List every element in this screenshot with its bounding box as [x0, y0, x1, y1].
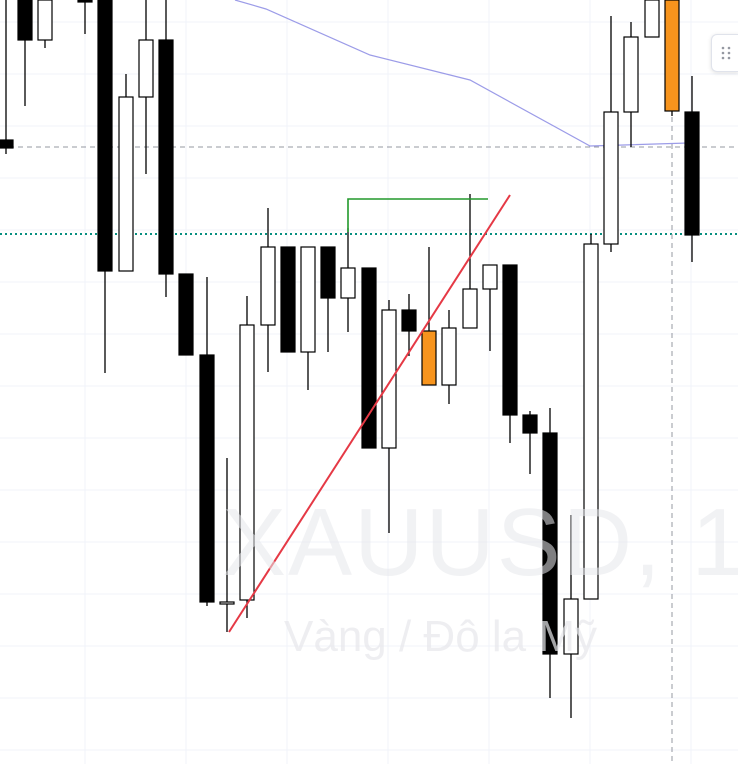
candle	[644, 0, 660, 38]
candle-body	[623, 36, 639, 113]
candle	[603, 16, 619, 252]
candle	[17, 0, 33, 106]
candle	[118, 74, 134, 272]
candle-body	[17, 0, 33, 41]
candle-body	[239, 324, 255, 601]
watermark-description: Vàng / Đô la Mỹ	[284, 612, 598, 661]
candle	[462, 194, 478, 329]
candle-body	[381, 309, 397, 449]
candle-body	[178, 273, 194, 356]
candle-body	[583, 243, 599, 600]
candle-body	[219, 601, 235, 605]
drag-handle[interactable]	[711, 34, 738, 72]
candle	[158, 0, 174, 297]
candle	[320, 246, 336, 352]
candle	[199, 277, 215, 606]
candle	[0, 0, 14, 154]
candle	[381, 300, 397, 533]
candle-body	[158, 39, 174, 275]
candle	[623, 22, 639, 147]
watermark-symbol: XAUUSD, 1	[222, 489, 738, 596]
candle-body	[462, 288, 478, 329]
candle-body	[260, 246, 276, 326]
drawings[interactable]	[228, 194, 511, 633]
candle-body	[0, 139, 14, 149]
candle	[542, 408, 558, 698]
candle-body	[542, 432, 558, 655]
candle	[361, 267, 377, 449]
candle-body	[603, 111, 619, 245]
trendline	[228, 194, 511, 633]
candle-body	[37, 0, 53, 41]
candle	[138, 0, 154, 174]
candle-body	[77, 0, 93, 3]
candle	[563, 515, 579, 718]
drag-handle-icon	[721, 46, 730, 60]
horizontal-level-segment	[347, 198, 488, 232]
candle-body	[684, 111, 700, 236]
candle-body	[441, 327, 457, 386]
candle	[421, 247, 437, 386]
candle	[77, 0, 93, 34]
candle-body	[280, 246, 296, 353]
candle	[664, 0, 680, 116]
candle	[684, 76, 700, 262]
candle	[178, 273, 194, 356]
candle-body	[421, 330, 437, 386]
candle-body	[502, 264, 518, 416]
candle-body	[320, 246, 336, 299]
candle	[441, 310, 457, 404]
candle-body	[199, 354, 215, 603]
candle-body	[97, 0, 113, 272]
candle-body	[563, 598, 579, 655]
candle	[401, 294, 417, 356]
candle-body	[300, 246, 316, 353]
candles	[0, 0, 700, 718]
candle	[522, 411, 538, 474]
candle-body	[522, 414, 538, 434]
candle	[239, 296, 255, 618]
candle	[37, 0, 53, 48]
candle-body	[361, 267, 377, 449]
candle	[280, 246, 296, 353]
candle	[482, 264, 498, 351]
candle	[583, 234, 599, 600]
candle-body	[118, 96, 134, 272]
candle-body	[482, 264, 498, 290]
candle	[300, 246, 316, 390]
candle	[340, 228, 356, 332]
candle	[219, 458, 235, 632]
candle	[502, 264, 518, 443]
candle-body	[644, 0, 660, 38]
candle	[260, 208, 276, 372]
candle-body	[138, 39, 154, 98]
candle-body	[401, 309, 417, 332]
candle	[97, 0, 113, 373]
candle-body	[664, 0, 680, 112]
candle-body	[340, 267, 356, 299]
